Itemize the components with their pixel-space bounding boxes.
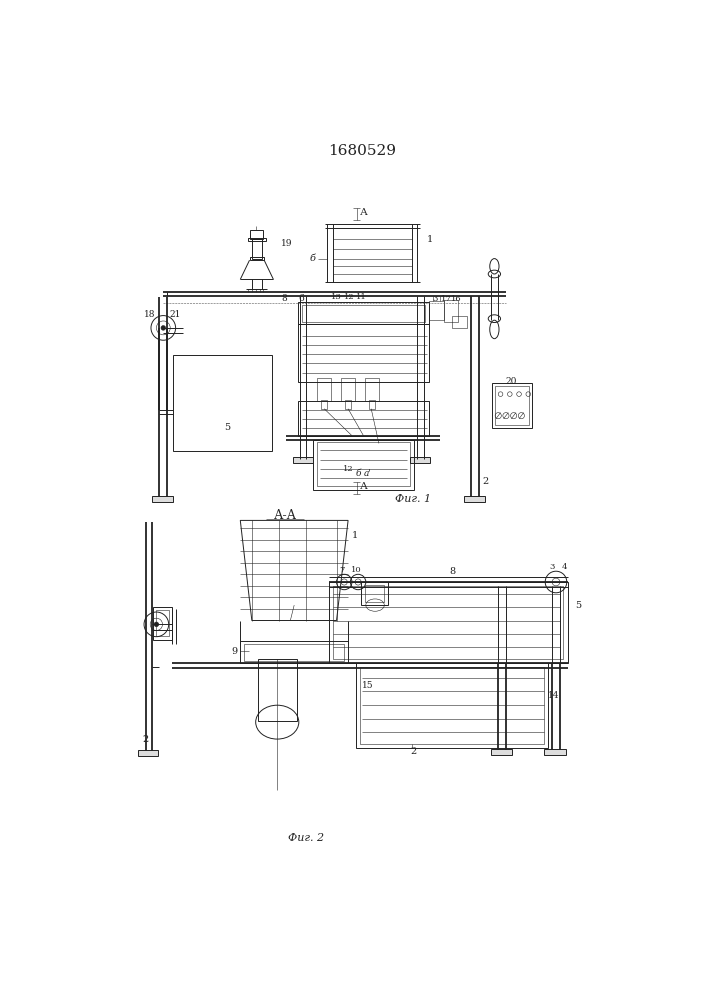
Bar [411,457,431,463]
Text: 12: 12 [343,465,354,473]
Text: 17: 17 [440,295,451,303]
Bar [156,610,169,636]
Text: 2: 2 [483,477,489,486]
Bar [365,585,385,602]
Bar [345,400,351,409]
Bar [313,440,414,490]
Bar [317,378,331,401]
Bar [341,378,355,401]
Bar [429,301,444,320]
Bar [444,300,458,322]
Bar [360,667,544,744]
Bar [365,378,379,401]
Text: 3: 3 [549,563,555,571]
Text: 4: 4 [562,563,567,571]
Text: б: б [310,254,316,263]
Bar [244,644,344,661]
Text: А-А: А-А [274,509,296,522]
Text: 5: 5 [224,424,230,432]
Text: 8: 8 [281,294,287,303]
Text: 8: 8 [449,567,455,576]
Text: А: А [361,482,368,491]
Text: 1: 1 [426,235,433,244]
Bar [321,400,327,409]
Text: 14: 14 [549,691,560,700]
Text: б: б [356,469,361,478]
Text: 10: 10 [351,566,362,574]
Text: 2: 2 [411,747,416,756]
Bar [240,641,348,663]
Bar [369,400,375,409]
Bar [452,316,467,328]
Bar [317,442,409,486]
Text: 5: 5 [575,601,581,610]
Circle shape [154,622,158,627]
Text: 1: 1 [352,531,358,540]
Bar [491,749,512,755]
Bar [361,582,388,605]
Text: а': а' [363,469,371,478]
Bar [298,324,429,382]
Text: 12: 12 [344,293,354,301]
Bar [252,239,262,259]
Circle shape [161,326,165,330]
Bar [495,386,529,425]
Bar [250,257,264,260]
Text: 3: 3 [433,295,438,303]
Bar [298,302,429,324]
Bar [250,230,264,239]
Bar [293,457,312,463]
Bar [138,750,158,756]
Text: 13: 13 [331,293,342,301]
Bar [334,586,563,659]
Text: 7: 7 [339,566,344,574]
Text: 6: 6 [298,294,304,303]
Bar [153,607,172,640]
Text: 11: 11 [356,293,366,301]
Text: 2: 2 [142,735,148,744]
Bar [492,383,532,428]
Text: 9: 9 [232,647,238,656]
Bar [173,355,272,451]
Bar [544,749,566,755]
Text: 1680529: 1680529 [328,144,396,158]
Text: Фиг. 1: Фиг. 1 [395,494,431,504]
Bar [152,496,173,502]
Text: 15: 15 [362,681,373,690]
Text: 19: 19 [281,239,293,248]
Text: А: А [361,208,368,217]
Text: 16: 16 [451,295,462,303]
Bar [258,659,296,721]
Text: 20: 20 [506,377,517,386]
Bar [298,401,429,436]
Text: 21: 21 [170,310,181,319]
Bar [356,663,549,748]
Text: 18: 18 [144,310,156,319]
Bar [302,305,425,322]
Bar [464,496,485,502]
Bar [248,238,266,241]
Text: Фиг. 2: Фиг. 2 [288,833,324,843]
Bar [329,582,568,663]
